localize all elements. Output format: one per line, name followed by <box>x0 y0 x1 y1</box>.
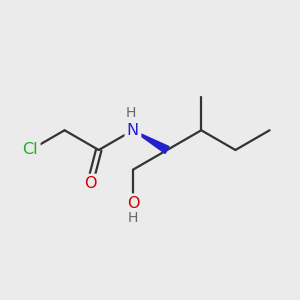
Text: Cl: Cl <box>22 142 38 158</box>
Text: N: N <box>127 123 139 138</box>
Polygon shape <box>133 130 169 153</box>
Text: O: O <box>127 196 139 211</box>
Text: H: H <box>126 106 136 119</box>
Text: O: O <box>84 176 96 191</box>
Text: H: H <box>128 211 138 225</box>
